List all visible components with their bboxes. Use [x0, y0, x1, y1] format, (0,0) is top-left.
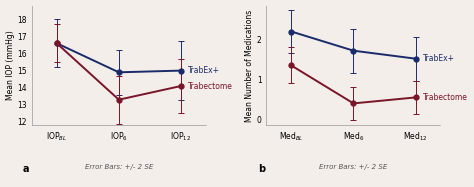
Text: TrabEx+: TrabEx+ [188, 66, 220, 75]
Text: Error Bars: +/- 2 SE: Error Bars: +/- 2 SE [85, 164, 153, 170]
Y-axis label: Mean IOP (mmHg): Mean IOP (mmHg) [6, 31, 15, 100]
Y-axis label: Mean Number of Medications: Mean Number of Medications [245, 9, 254, 122]
Text: Trabectome: Trabectome [188, 82, 233, 91]
Text: a: a [23, 164, 29, 174]
Text: b: b [258, 164, 265, 174]
Text: Trabectome: Trabectome [422, 93, 467, 102]
Text: TrabEx+: TrabEx+ [422, 54, 455, 63]
Text: Error Bars: +/- 2 SE: Error Bars: +/- 2 SE [319, 164, 388, 170]
